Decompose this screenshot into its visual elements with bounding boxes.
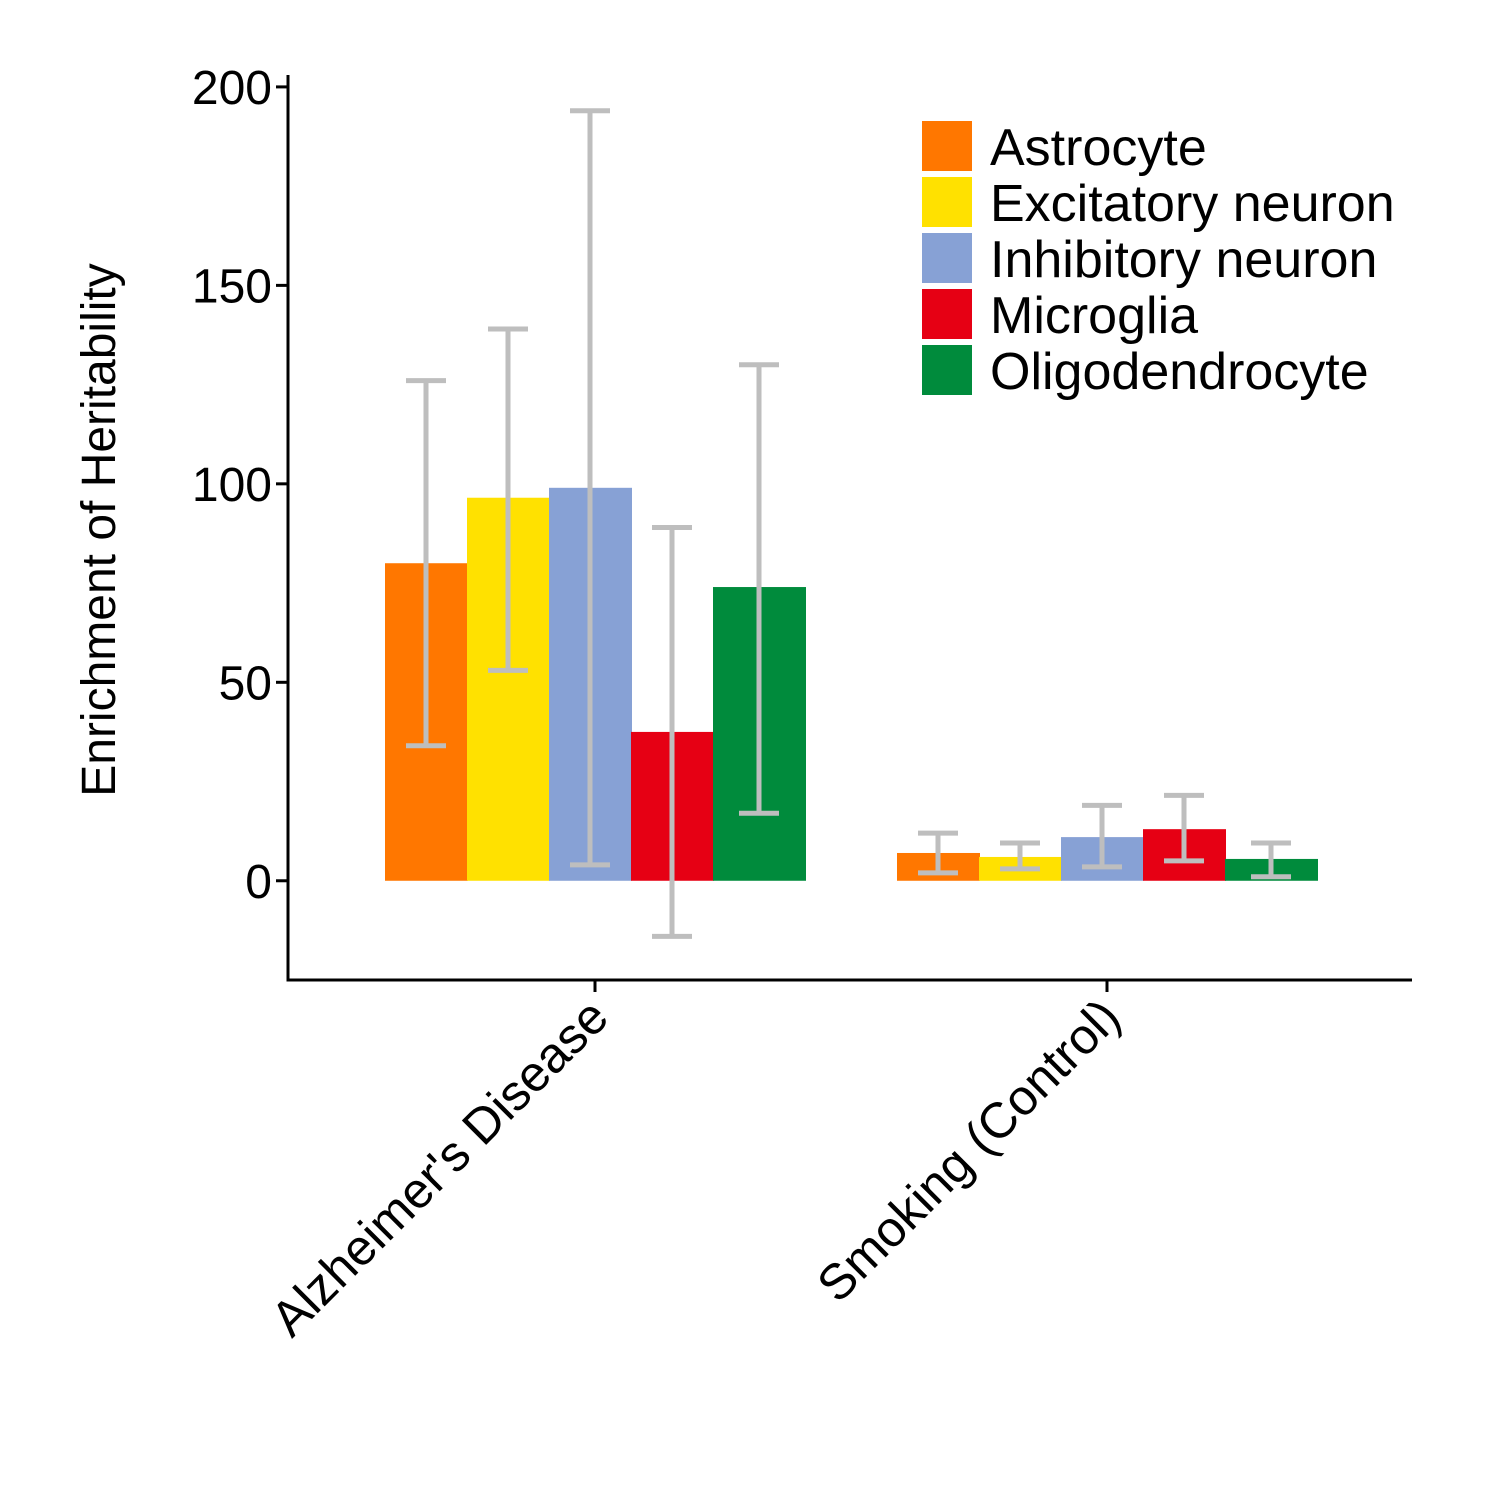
y-axis-title: Enrichment of Heritability: [73, 263, 126, 797]
legend-label: Oligodendrocyte: [990, 343, 1369, 401]
legend-swatch: [922, 233, 972, 283]
x-category-label: Smoking (Control): [806, 988, 1130, 1312]
y-tick-label: 0: [245, 856, 272, 909]
legend-swatch: [922, 121, 972, 171]
legend-label: Astrocyte: [990, 119, 1207, 177]
y-tick-label: 100: [192, 459, 272, 512]
y-tick-label: 50: [219, 657, 272, 710]
y-tick-label: 200: [192, 62, 272, 115]
legend-swatch: [922, 345, 972, 395]
legend-label: Microglia: [990, 287, 1198, 345]
y-tick-label: 150: [192, 260, 272, 313]
legend-swatch: [922, 177, 972, 227]
legend-label: Inhibitory neuron: [990, 231, 1377, 289]
legend-swatch: [922, 289, 972, 339]
legend-label: Excitatory neuron: [990, 175, 1395, 233]
x-category-label: Alzheimer's Disease: [260, 988, 619, 1347]
